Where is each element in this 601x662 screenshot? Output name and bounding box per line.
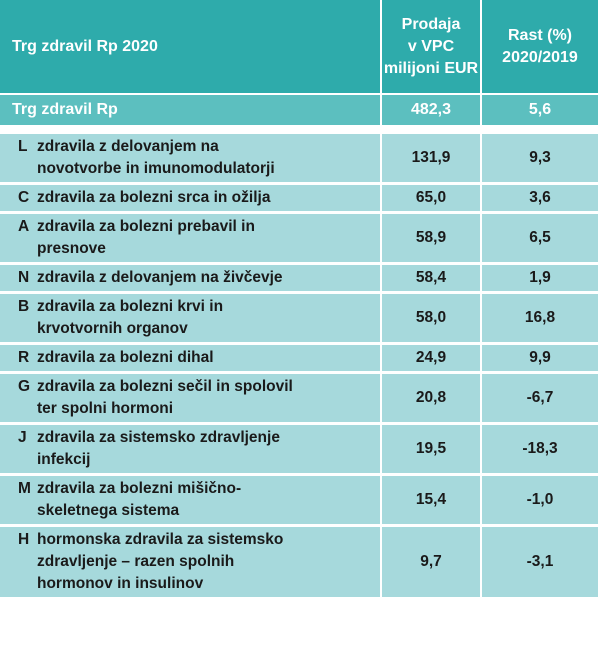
row-sales: 20,8	[380, 374, 480, 425]
row-label-line: zdravila za sistemsko zdravljenje	[37, 427, 374, 449]
header-growth: Rast (%) 2020/2019	[480, 0, 598, 95]
row-label-line: zdravila z delovanjem na živčevje	[37, 267, 374, 289]
row-label-line: ter spolni hormoni	[37, 398, 374, 420]
row-sales: 58,0	[380, 294, 480, 345]
row-label-line: skeletnega sistema	[37, 500, 374, 522]
row-label: zdravila za bolezni krvi in krvotvornih o…	[37, 296, 374, 340]
row-sales: 24,9	[380, 345, 480, 374]
row-label-line: zdravila za bolezni krvi in	[37, 296, 374, 318]
row-label: zdravila za sistemsko zdravljenje infekci…	[37, 427, 374, 471]
row-sales: 9,7	[380, 527, 480, 600]
header-row: Trg zdravil Rp 2020 Prodaja v VPC milijo…	[0, 0, 598, 95]
row-growth: 3,6	[480, 185, 598, 214]
row-label: hormonska zdravila za sistemsko zdravljen…	[37, 529, 374, 595]
row-growth: 9,9	[480, 345, 598, 374]
row-sales: 15,4	[380, 476, 480, 527]
row-label-line: zdravila za bolezni srca in ožilja	[37, 187, 374, 209]
row-label: zdravila za bolezni dihal	[37, 347, 374, 369]
header-title: Trg zdravil Rp 2020	[0, 0, 380, 95]
row-growth: 9,3	[480, 134, 598, 185]
row-label: zdravila za bolezni mišično-skeletnega s…	[37, 478, 374, 522]
row-growth: -3,1	[480, 527, 598, 600]
header-growth-line: Rast (%)	[482, 25, 598, 47]
row-label-line: novotvorbe in imunomodulatorji	[37, 158, 374, 180]
atc-code: H	[18, 529, 37, 595]
row-label-line: zdravila za bolezni sečil in spolovil	[37, 376, 374, 398]
total-growth: 5,6	[480, 95, 598, 134]
header-sales: Prodaja v VPC milijoni EUR	[380, 0, 480, 95]
row-growth: -1,0	[480, 476, 598, 527]
row-sales: 65,0	[380, 185, 480, 214]
atc-code: R	[18, 347, 37, 369]
row-growth: 1,9	[480, 265, 598, 294]
atc-code: J	[18, 427, 37, 471]
row-growth: -18,3	[480, 425, 598, 476]
total-label: Trg zdravil Rp	[0, 95, 380, 134]
row-label: zdravila z delovanjem na novotvorbe in im…	[37, 136, 374, 180]
row-growth: 16,8	[480, 294, 598, 345]
row-label: zdravila za bolezni sečil in spolovil ter…	[37, 376, 374, 420]
atc-code: G	[18, 376, 37, 420]
row-label-line: zdravila za bolezni dihal	[37, 347, 374, 369]
atc-code: N	[18, 267, 37, 289]
row-label-line: presnove	[37, 238, 374, 260]
row-sales: 19,5	[380, 425, 480, 476]
total-row: Trg zdravil Rp 482,3 5,6	[0, 95, 598, 134]
total-sales: 482,3	[380, 95, 480, 134]
header-sales-line: v VPC	[382, 36, 480, 58]
row-sales: 58,9	[380, 214, 480, 265]
row-label: zdravila z delovanjem na živčevje	[37, 267, 374, 289]
row-label-line: infekcij	[37, 449, 374, 471]
atc-code: B	[18, 296, 37, 340]
atc-code: A	[18, 216, 37, 260]
market-table: Trg zdravil Rp 2020 Prodaja v VPC milijo…	[0, 0, 598, 600]
row-label-line: hormonov in insulinov	[37, 573, 374, 595]
row-growth: -6,7	[480, 374, 598, 425]
atc-code: C	[18, 187, 37, 209]
row-growth: 6,5	[480, 214, 598, 265]
row-label-line: zdravljenje – razen spolnih	[37, 551, 374, 573]
header-growth-line: 2020/2019	[482, 47, 598, 69]
row-sales: 58,4	[380, 265, 480, 294]
row-label-line: zdravila za bolezni mišično-	[37, 478, 374, 500]
row-label-line: zdravila z delovanjem na	[37, 136, 374, 158]
row-label: zdravila za bolezni prebavil in presnove	[37, 216, 374, 260]
header-sales-line: Prodaja	[382, 14, 480, 36]
row-label-line: zdravila za bolezni prebavil in	[37, 216, 374, 238]
atc-code: L	[18, 136, 37, 180]
row-label-line: krvotvornih organov	[37, 318, 374, 340]
atc-code: M	[18, 478, 37, 522]
row-sales: 131,9	[380, 134, 480, 185]
header-sales-line: milijoni EUR	[382, 58, 480, 80]
row-label: zdravila za bolezni srca in ožilja	[37, 187, 374, 209]
row-label-line: hormonska zdravila za sistemsko	[37, 529, 374, 551]
